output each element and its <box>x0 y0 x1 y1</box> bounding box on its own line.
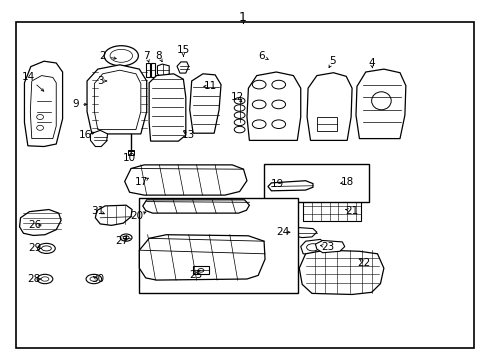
Text: 2: 2 <box>99 51 106 61</box>
Polygon shape <box>30 76 56 139</box>
Text: 13: 13 <box>181 130 195 140</box>
Text: 12: 12 <box>230 92 244 102</box>
Polygon shape <box>189 74 221 133</box>
Bar <box>145 63 149 77</box>
Bar <box>193 266 208 274</box>
Polygon shape <box>94 70 141 130</box>
Polygon shape <box>299 250 383 294</box>
Text: 7: 7 <box>143 51 150 61</box>
Text: 18: 18 <box>340 177 353 187</box>
Bar <box>139 198 298 293</box>
Text: 28: 28 <box>27 274 41 284</box>
Polygon shape <box>149 74 185 141</box>
Text: 15: 15 <box>176 45 190 55</box>
Text: 23: 23 <box>320 242 334 252</box>
Polygon shape <box>124 165 246 195</box>
Polygon shape <box>306 73 351 140</box>
Polygon shape <box>20 210 61 235</box>
Polygon shape <box>246 72 300 140</box>
Text: 14: 14 <box>21 72 35 82</box>
Text: 11: 11 <box>203 81 217 91</box>
Text: 27: 27 <box>115 236 129 246</box>
Text: 30: 30 <box>91 274 104 284</box>
Polygon shape <box>303 199 360 221</box>
Text: 20: 20 <box>130 211 143 221</box>
Text: 9: 9 <box>72 99 79 109</box>
Text: 22: 22 <box>357 258 370 268</box>
Polygon shape <box>292 228 316 238</box>
Polygon shape <box>87 65 146 134</box>
Bar <box>151 63 155 77</box>
Bar <box>264 164 368 202</box>
Bar <box>111 76 120 84</box>
Text: 25: 25 <box>188 270 202 280</box>
Polygon shape <box>142 200 249 213</box>
Polygon shape <box>139 235 264 280</box>
Bar <box>316 117 337 131</box>
Polygon shape <box>300 239 326 255</box>
Polygon shape <box>24 61 62 147</box>
Text: 17: 17 <box>135 177 148 187</box>
Text: 4: 4 <box>367 58 374 68</box>
Polygon shape <box>90 130 107 147</box>
Text: 21: 21 <box>345 206 358 216</box>
Polygon shape <box>355 69 405 139</box>
Polygon shape <box>315 240 344 253</box>
Text: 3: 3 <box>97 76 103 86</box>
Polygon shape <box>267 181 312 191</box>
Text: 8: 8 <box>155 51 162 61</box>
Text: 24: 24 <box>275 227 289 237</box>
Text: 1: 1 <box>239 11 246 24</box>
Text: 10: 10 <box>123 153 136 163</box>
Polygon shape <box>95 205 132 225</box>
Text: 6: 6 <box>258 51 264 61</box>
Text: 26: 26 <box>28 220 42 230</box>
Text: 16: 16 <box>79 130 92 140</box>
Text: 5: 5 <box>328 56 335 66</box>
Text: 19: 19 <box>270 179 284 189</box>
Text: 31: 31 <box>91 206 104 216</box>
Bar <box>128 150 134 155</box>
Text: 29: 29 <box>28 243 42 253</box>
